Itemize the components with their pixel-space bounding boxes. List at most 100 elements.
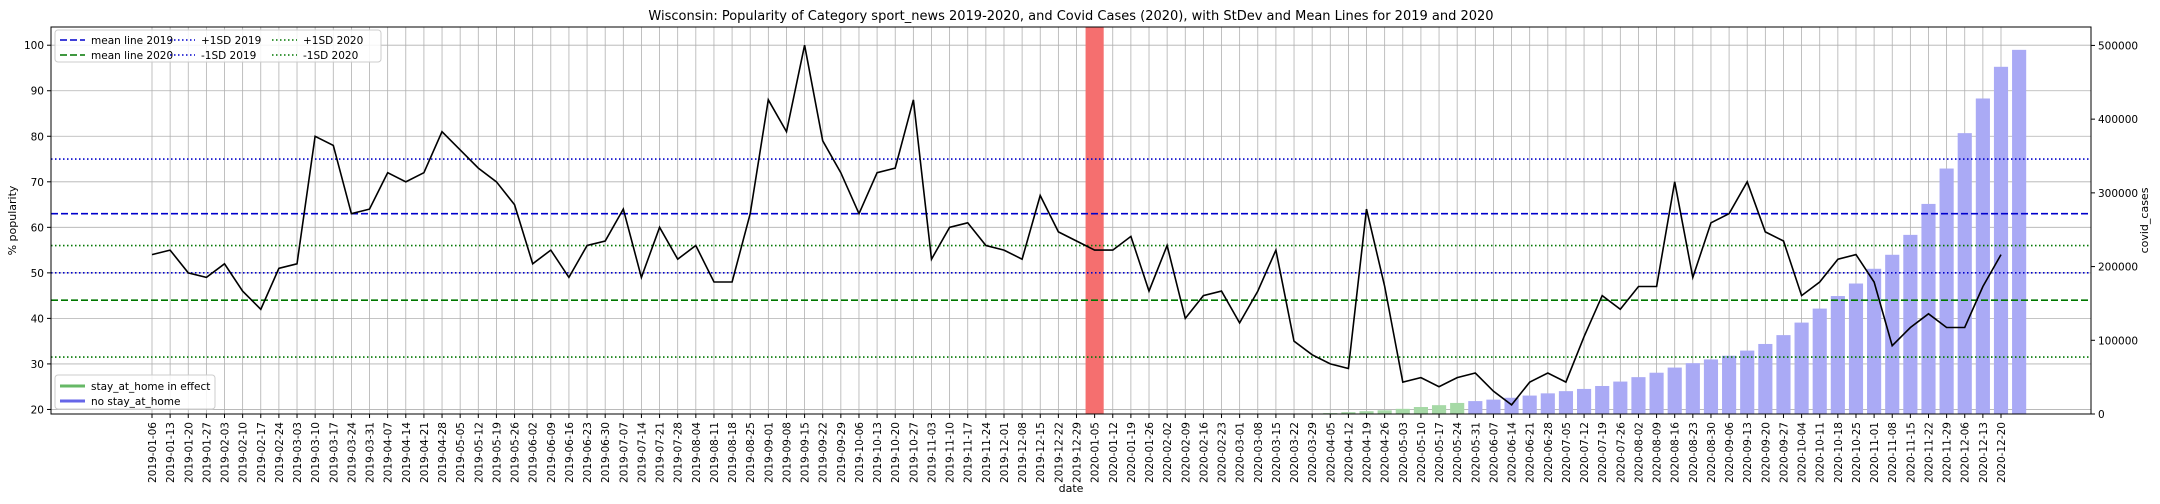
x-tick-label: 2020-01-12 bbox=[1108, 422, 1120, 483]
x-tick-label: 2019-09-01 bbox=[763, 422, 775, 483]
legend-bottom: stay_at_home in effect no stay_at_home bbox=[54, 374, 216, 410]
y-axis-label: % popularity bbox=[6, 185, 19, 255]
legend-box bbox=[54, 29, 382, 63]
legend-label: no stay_at_home bbox=[91, 396, 180, 408]
covid-bar bbox=[1830, 296, 1845, 414]
x-tick-label: 2020-01-19 bbox=[1126, 422, 1138, 483]
x-tick-label: 2019-12-08 bbox=[1017, 422, 1029, 483]
covid-bar bbox=[1957, 133, 1972, 415]
covid-bar bbox=[1450, 402, 1465, 414]
x-tick-label: 2019-11-17 bbox=[963, 422, 975, 483]
x-tick-label: 2019-07-14 bbox=[636, 422, 648, 483]
x-tick-label: 2019-09-08 bbox=[781, 422, 793, 483]
popularity-line bbox=[151, 45, 2002, 407]
y-tick-label: 100 bbox=[24, 40, 44, 52]
x-tick-label: 2020-07-19 bbox=[1597, 422, 1609, 483]
x-tick-label: 2020-06-14 bbox=[1507, 422, 1519, 483]
legend-top: mean line 2019 mean line 2020 +1SD 2019 -1S… bbox=[54, 29, 382, 63]
covid-bar bbox=[1631, 377, 1646, 414]
legend-label: -1SD 2020 bbox=[303, 50, 358, 62]
x-tick-label: 2019-07-07 bbox=[618, 422, 630, 483]
x-tick-label: 2020-01-05 bbox=[1090, 422, 1102, 483]
x-tick-label: 2019-05-05 bbox=[455, 422, 467, 483]
x-tick-label: 2020-08-09 bbox=[1652, 422, 1664, 483]
x-tick-label: 2020-09-20 bbox=[1760, 422, 1772, 483]
x-tick-label: 2019-12-15 bbox=[1035, 422, 1047, 483]
x-tick-label: 2020-04-12 bbox=[1343, 422, 1355, 483]
x-tick-label: 2019-09-15 bbox=[800, 422, 812, 483]
x-tick-label: 2019-04-21 bbox=[419, 422, 431, 483]
covid-bar bbox=[1812, 308, 1827, 414]
x-tick-label: 2020-03-08 bbox=[1253, 422, 1265, 483]
x-tick-label: 2019-02-24 bbox=[274, 422, 286, 483]
legend-label: +1SD 2020 bbox=[303, 35, 363, 47]
x-tick-label: 2019-01-13 bbox=[165, 422, 177, 483]
y2-tick-label: 100000 bbox=[2098, 335, 2138, 347]
x-tick-label: 2019-06-30 bbox=[600, 422, 612, 483]
y2-tick-label: 200000 bbox=[2098, 262, 2138, 274]
x-tick-label: 2020-12-20 bbox=[1996, 422, 2008, 483]
x-tick-label: 2020-03-29 bbox=[1307, 422, 1319, 483]
x-tick-label: 2019-02-03 bbox=[220, 422, 232, 483]
x-tick-label: 2019-05-19 bbox=[491, 422, 503, 483]
covid-bar bbox=[1667, 367, 1682, 414]
x-tick-label: 2020-03-22 bbox=[1289, 422, 1301, 483]
x-tick-label: 2020-10-04 bbox=[1797, 422, 1809, 483]
plot-area: 20 30 40 50 60 70 80 90 100 0 100000 200000 300000 40… bbox=[24, 26, 2138, 483]
covid-bar bbox=[1649, 372, 1664, 414]
covid-bar bbox=[1975, 98, 1990, 414]
x-tick-label: 2020-12-06 bbox=[1960, 422, 1972, 483]
y2-axis-label: covid_cases bbox=[2138, 187, 2151, 253]
x-tick-label: 2019-03-10 bbox=[310, 422, 322, 483]
x-tick-label: 2020-01-26 bbox=[1144, 422, 1156, 483]
y-tick-label: 20 bbox=[31, 404, 44, 416]
chart-title: Wisconsin: Popularity of Category sport_… bbox=[648, 9, 1493, 24]
covid-bar bbox=[1413, 406, 1428, 414]
x-tick-label: 2020-06-07 bbox=[1488, 422, 1500, 483]
x-tick-label: 2019-09-29 bbox=[836, 422, 848, 483]
x-tick-label: 2019-04-28 bbox=[437, 422, 449, 483]
x-tick-label: 2020-08-23 bbox=[1688, 422, 1700, 483]
x-tick-label: 2020-09-06 bbox=[1724, 422, 1736, 483]
plot-frame bbox=[50, 26, 2092, 415]
x-tick-label: 2020-02-23 bbox=[1217, 422, 1229, 483]
x-tick-label: 2019-10-13 bbox=[872, 422, 884, 483]
covid-bar bbox=[1576, 388, 1592, 414]
y-tick-label: 50 bbox=[31, 268, 44, 280]
x-tick-label: 2020-04-26 bbox=[1380, 422, 1392, 483]
legend-label: +1SD 2019 bbox=[201, 35, 261, 47]
covid-bar bbox=[1722, 355, 1737, 414]
legend-label: stay_at_home in effect bbox=[91, 381, 210, 393]
x-tick-label: 2020-05-10 bbox=[1416, 422, 1428, 483]
x-tick-label: 2019-08-04 bbox=[691, 422, 703, 483]
x-tick-label: 2020-07-26 bbox=[1615, 422, 1627, 483]
y2-tick-label: 0 bbox=[2098, 409, 2105, 421]
x-tick-label: 2019-03-31 bbox=[365, 422, 377, 483]
x-tick-label: 2019-01-27 bbox=[201, 422, 213, 483]
covid-bar bbox=[1377, 410, 1392, 414]
covid-bar bbox=[1758, 343, 1773, 414]
y-tick-label: 30 bbox=[31, 359, 44, 371]
x-tick-label: 2019-06-16 bbox=[564, 422, 576, 483]
covid-bar bbox=[1867, 268, 1882, 414]
covid-bar bbox=[1468, 401, 1483, 414]
x-tick-label: 2019-07-21 bbox=[655, 422, 667, 483]
x-tick-label: 2020-11-29 bbox=[1942, 422, 1954, 483]
x-tick-label: 2020-08-16 bbox=[1670, 422, 1682, 483]
x-tick-label: 2020-02-02 bbox=[1162, 422, 1174, 483]
x-tick-label: 2019-08-18 bbox=[727, 422, 739, 483]
x-tick-label: 2020-03-15 bbox=[1271, 422, 1283, 483]
y2-tick-label: 500000 bbox=[2098, 40, 2138, 52]
covid-bar bbox=[1993, 66, 2009, 414]
y-tick-label: 70 bbox=[31, 177, 44, 189]
x-tick-label: 2019-11-10 bbox=[945, 422, 957, 483]
covid-bar bbox=[1848, 283, 1864, 414]
covid-bar bbox=[1776, 335, 1791, 414]
x-tick-label: 2020-08-30 bbox=[1706, 422, 1718, 483]
x-tick-label: 2020-06-28 bbox=[1543, 422, 1555, 483]
x-tick-label: 2019-12-29 bbox=[1072, 422, 1084, 483]
x-tick-label: 2019-06-02 bbox=[528, 422, 540, 483]
legend-box bbox=[54, 374, 216, 410]
covid-bar bbox=[1341, 412, 1356, 414]
x-tick-label: 2019-08-11 bbox=[709, 422, 721, 483]
